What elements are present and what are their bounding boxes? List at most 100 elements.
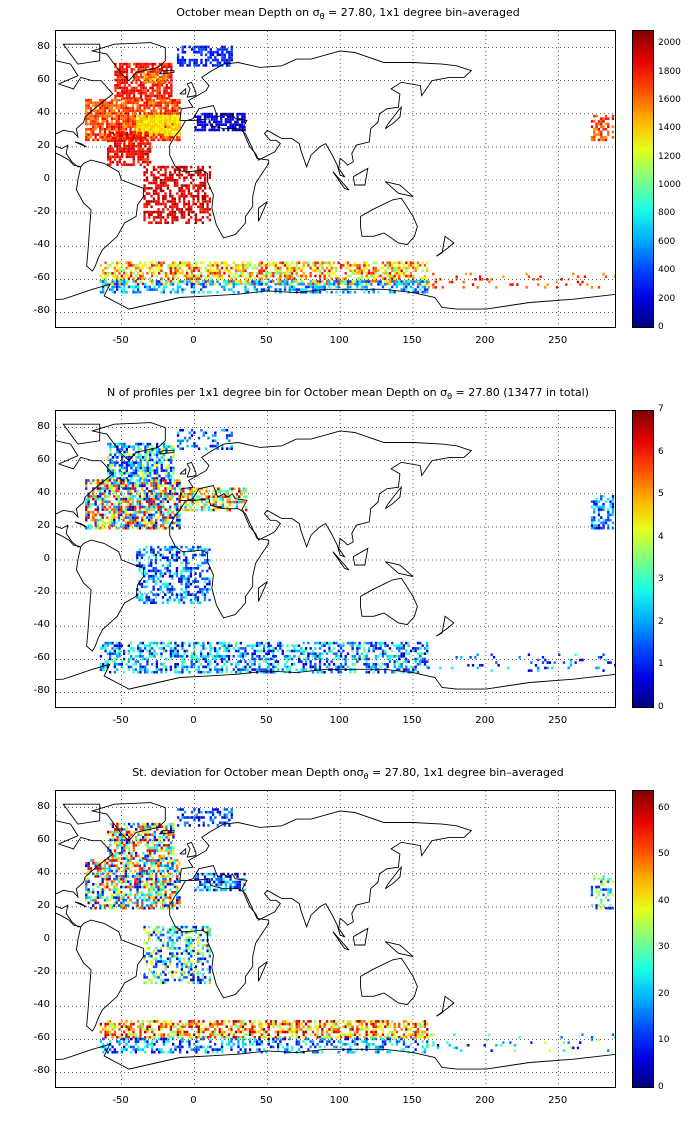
data-cell — [163, 448, 166, 451]
data-cell — [286, 283, 289, 286]
data-cell — [162, 489, 165, 493]
data-cell — [165, 86, 168, 90]
data-cell — [116, 264, 119, 267]
data-cell — [139, 290, 142, 294]
data-cell — [181, 50, 184, 54]
data-cell — [150, 80, 153, 84]
data-cell — [94, 117, 97, 120]
data-cell — [169, 657, 172, 661]
data-cell — [141, 655, 144, 658]
data-cell — [162, 202, 165, 206]
data-cell — [197, 436, 201, 440]
data-cell — [129, 492, 132, 496]
data-cell — [242, 490, 246, 493]
data-cell — [367, 282, 371, 286]
data-cell — [155, 511, 158, 514]
data-cell — [419, 264, 422, 267]
data-cell — [276, 277, 280, 280]
data-cell — [193, 444, 196, 448]
data-cell — [167, 464, 170, 467]
data-cell — [132, 62, 136, 66]
data-cell — [175, 556, 179, 559]
data-cell — [139, 84, 143, 87]
data-cell — [372, 261, 375, 265]
data-cell — [288, 274, 291, 278]
data-cell — [176, 508, 179, 511]
data-cell — [295, 274, 298, 278]
data-cell — [113, 109, 116, 113]
data-cell — [127, 513, 130, 517]
data-cell — [113, 125, 116, 128]
data-cell — [344, 272, 347, 275]
data-cell — [144, 142, 147, 145]
data-cell — [101, 109, 104, 113]
data-cell — [412, 288, 415, 291]
data-cell — [241, 668, 245, 671]
data-cell — [150, 205, 153, 209]
data-cell — [156, 471, 159, 475]
data-cell — [159, 553, 162, 557]
data-cell — [214, 50, 217, 54]
data-cell — [203, 548, 207, 551]
data-cell — [188, 264, 191, 267]
data-cell — [302, 272, 305, 275]
data-cell — [309, 647, 312, 650]
data-cell — [276, 660, 280, 663]
data-cell — [195, 668, 198, 671]
data-cell — [139, 261, 142, 265]
data-cell — [129, 125, 132, 128]
data-cell — [335, 269, 338, 272]
data-cell — [89, 122, 93, 126]
coastline — [56, 283, 615, 310]
data-cell — [265, 660, 268, 663]
data-cell — [590, 125, 594, 128]
data-cell — [121, 466, 124, 470]
data-cell — [173, 521, 176, 525]
data-cell — [602, 138, 605, 142]
data-cell — [244, 282, 247, 286]
data-cell — [150, 136, 153, 139]
data-cell — [132, 670, 135, 674]
data-cell — [158, 458, 161, 462]
data-cell — [148, 187, 151, 190]
data-cell — [193, 269, 196, 272]
data-cell — [349, 644, 352, 647]
data-cell — [152, 123, 155, 126]
data-cell — [356, 277, 359, 280]
data-cell — [118, 641, 121, 645]
data-cell — [192, 200, 195, 203]
data-cell — [398, 274, 401, 278]
data-cell — [142, 466, 145, 470]
data-cell — [228, 503, 232, 506]
data-cell — [149, 142, 152, 145]
data-cell — [234, 665, 238, 669]
data-cell — [269, 274, 273, 278]
data-cell — [152, 112, 156, 115]
data-cell — [198, 490, 201, 493]
data-cell — [94, 128, 97, 131]
data-cell — [169, 171, 172, 174]
data-cell — [135, 134, 138, 137]
data-cell — [164, 179, 167, 182]
data-cell — [164, 593, 167, 596]
data-cell — [137, 474, 140, 478]
data-cell — [162, 647, 165, 650]
data-cell — [144, 665, 147, 669]
data-cell — [149, 453, 152, 456]
data-cell — [146, 89, 150, 92]
data-cell — [169, 210, 172, 214]
data-cell — [151, 445, 154, 448]
data-cell — [152, 574, 155, 578]
data-cell — [204, 53, 208, 57]
data-cell — [302, 274, 305, 278]
data-cell — [139, 269, 142, 272]
data-cell — [175, 117, 179, 121]
data-cell — [146, 660, 149, 663]
data-cell — [490, 278, 493, 281]
data-cell — [211, 655, 214, 658]
data-cell — [132, 76, 136, 79]
data-cell — [143, 128, 146, 131]
data-cell — [351, 644, 354, 647]
data-cell — [197, 665, 200, 669]
data-cell — [155, 176, 158, 179]
